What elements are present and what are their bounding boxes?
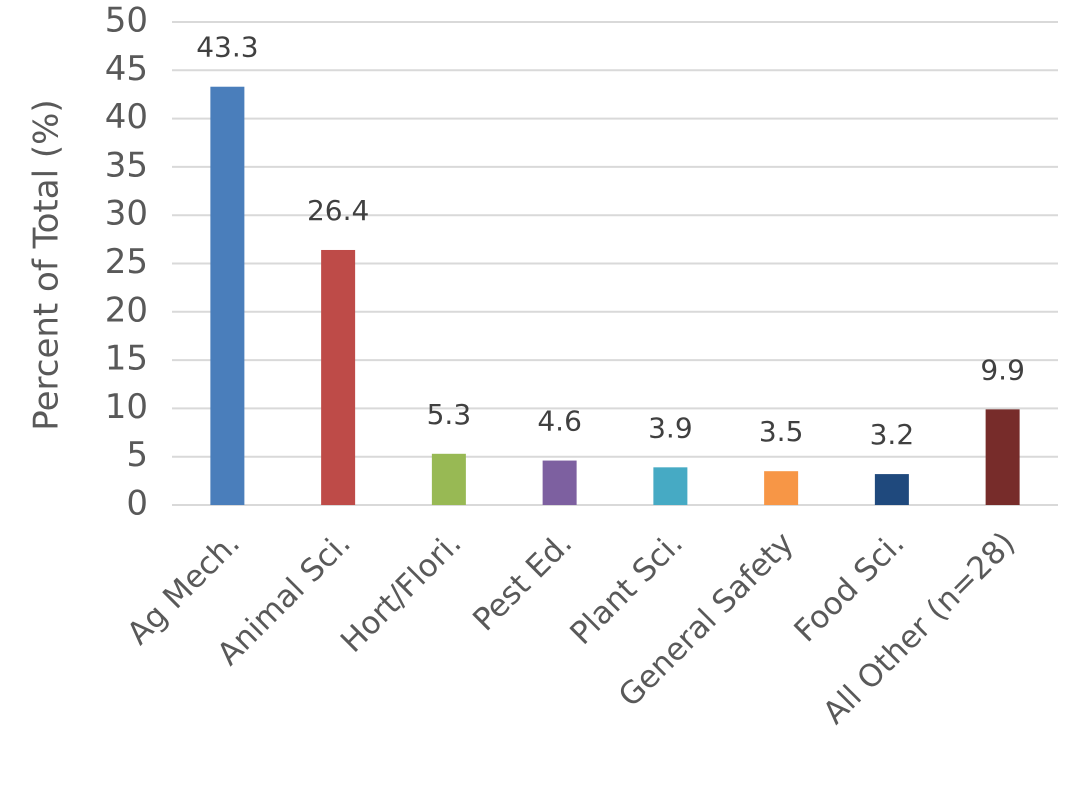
data-label: 9.9 xyxy=(980,353,1025,386)
y-axis-ticks: 0 5 10 15 20 25 30 35 40 45 50 xyxy=(105,1,148,524)
data-label: 4.6 xyxy=(537,405,582,438)
y-axis-title: Percent of Total (%) xyxy=(27,99,67,430)
y-tick-label: 5 xyxy=(126,435,148,475)
data-label: 5.3 xyxy=(427,398,472,431)
category-label: All Other (n=28) xyxy=(816,525,1022,731)
data-label: 43.3 xyxy=(196,31,258,64)
y-tick-label: 40 xyxy=(105,97,148,137)
data-label: 3.5 xyxy=(759,415,804,448)
bar xyxy=(542,460,577,505)
bar xyxy=(764,471,799,505)
y-tick-label: 30 xyxy=(105,194,148,234)
category-label: Pest Ed. xyxy=(466,525,579,638)
bar xyxy=(874,474,909,505)
bar xyxy=(321,249,356,505)
y-tick-label: 50 xyxy=(105,1,148,41)
bar xyxy=(210,86,245,506)
y-tick-label: 35 xyxy=(105,145,148,185)
data-label: 3.9 xyxy=(648,411,693,444)
y-tick-label: 45 xyxy=(105,49,148,89)
data-label: 26.4 xyxy=(307,194,369,227)
bar xyxy=(431,453,466,505)
bar xyxy=(653,467,688,505)
x-axis-categories: Ag Mech.Animal Sci.Hort/Flori.Pest Ed.Pl… xyxy=(120,525,1022,731)
data-label: 3.2 xyxy=(870,418,915,451)
bar xyxy=(985,409,1020,505)
category-label: Hort/Flori. xyxy=(334,525,469,660)
bars xyxy=(210,86,1020,506)
y-tick-label: 10 xyxy=(105,387,148,427)
y-tick-label: 0 xyxy=(126,484,148,524)
y-tick-label: 15 xyxy=(105,339,148,379)
y-tick-label: 20 xyxy=(105,290,148,330)
gridlines xyxy=(172,21,1058,506)
data-labels: 43.3 26.4 5.3 4.6 3.9 3.5 3.2 9.9 xyxy=(196,31,1025,451)
y-tick-label: 25 xyxy=(105,242,148,282)
